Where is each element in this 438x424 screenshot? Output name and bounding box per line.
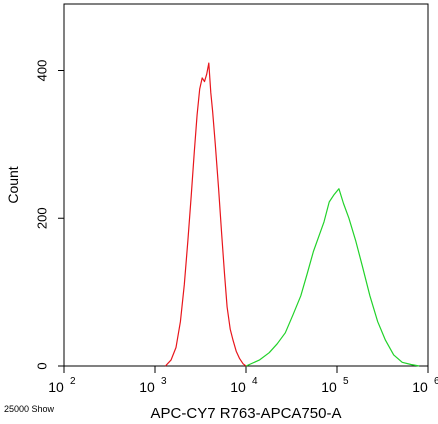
x-tick-label: 10 (139, 379, 155, 395)
y-tick-label: 400 (35, 60, 50, 82)
x-tick-exponent: 4 (252, 376, 258, 387)
histogram-series-line-1 (164, 62, 247, 367)
y-tick-label: 200 (35, 207, 50, 229)
footer-note: 25000 Show (4, 404, 55, 414)
x-axis-label: APC-CY7 R763-APCA750-A (151, 405, 342, 422)
x-axis-ticks: 10 2 10 3 10 4 10 5 10 6 (48, 366, 438, 395)
plot-frame (63, 3, 429, 367)
x-tick-label: 10 (412, 379, 428, 395)
x-tick-exponent: 3 (161, 376, 167, 387)
x-tick-label: 10 (321, 379, 337, 395)
series-layer (164, 62, 420, 367)
x-tick-exponent: 2 (70, 376, 76, 387)
y-axis-label: Count (5, 166, 21, 203)
histogram-series-line-2 (245, 188, 420, 367)
x-tick-exponent: 5 (343, 376, 349, 387)
x-tick-label: 10 (230, 379, 246, 395)
x-tick-label: 10 (48, 379, 64, 395)
y-axis-ticks: 0 200 400 (35, 60, 64, 370)
y-tick-label: 0 (35, 362, 50, 369)
x-tick-exponent: 6 (434, 376, 438, 387)
